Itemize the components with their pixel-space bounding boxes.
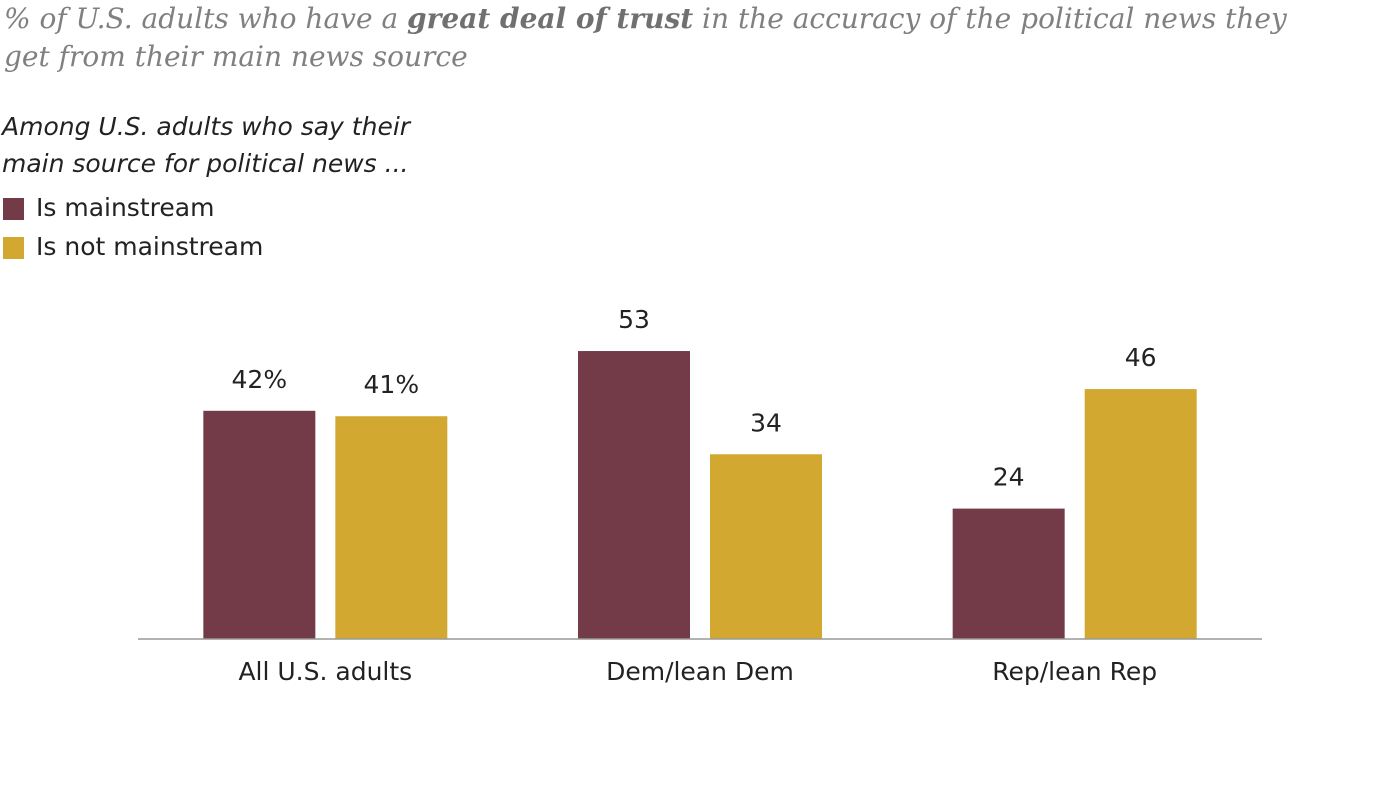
value-label: 42% [232,365,288,394]
x-tick-label: All U.S. adults [238,657,412,686]
value-label: 46 [1125,343,1157,372]
legend-label: Is not mainstream [36,232,263,261]
bar [578,351,690,639]
bar [952,508,1065,639]
title-part: in the accuracy of the political news th… [4,2,1287,73]
value-label: 24 [993,463,1025,492]
chart-title: % of U.S. adults who have a great deal o… [4,0,1334,76]
legend-label: Is mainstream [36,193,214,222]
chart-subtitle: Among U.S. adults who say their main sou… [2,112,411,178]
bar [1084,389,1197,639]
title-part: % of U.S. adults who have a [4,2,408,35]
legend-swatch [3,237,24,259]
x-tick-label: Rep/lean Rep [992,657,1157,686]
x-tick-label: Dem/lean Dem [606,657,794,686]
bar [335,416,448,639]
value-label: 41% [364,370,420,399]
legend-swatch [3,198,24,220]
bar [203,410,316,639]
value-label: 34 [750,408,782,437]
title-emphasis: great deal of trust [407,2,694,35]
bar [710,454,822,639]
value-label: 53 [618,305,650,334]
